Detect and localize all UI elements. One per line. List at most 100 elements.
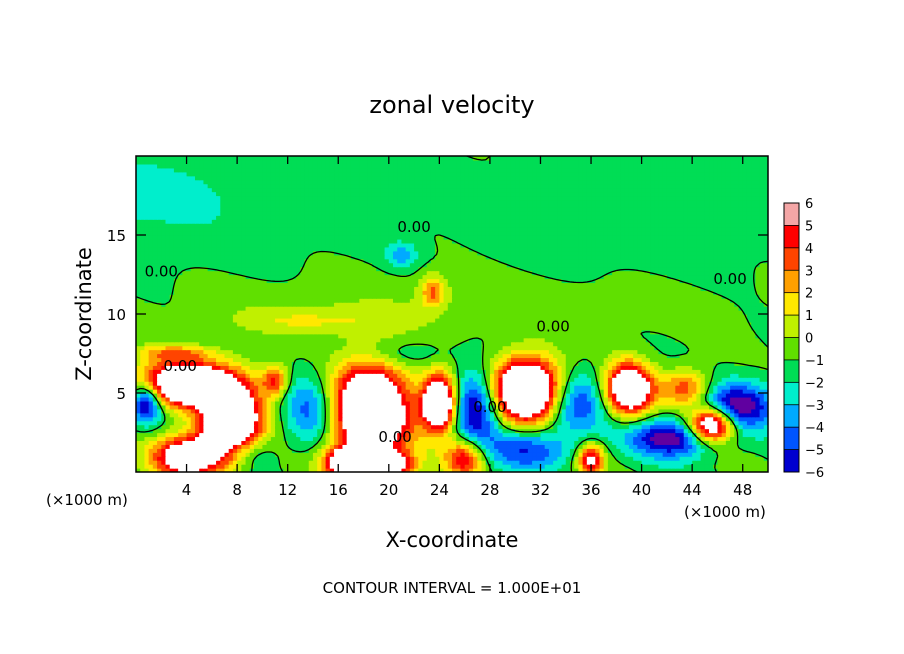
heatmap-cell [574,424,579,430]
heatmap-cell [384,353,390,359]
heatmap-cell [725,404,731,410]
heatmap-cell [249,349,255,355]
heatmap-cell [258,349,263,355]
heatmap-cell [169,349,175,355]
heatmap-cell [363,345,369,351]
heatmap-cell [755,400,761,406]
heatmap-cell [734,345,740,351]
heatmap-cell [650,404,655,410]
heatmap-cell [355,460,360,465]
heatmap-cell [279,373,285,378]
heatmap-cell [169,373,175,378]
heatmap-cell [405,349,411,355]
heatmap-cell [405,448,411,453]
heatmap-cell [574,452,579,457]
heatmap-cell [266,381,272,386]
heatmap-cell [359,456,365,461]
heatmap-cell [312,393,318,398]
heatmap-cell [203,361,209,366]
heatmap-cell [477,373,483,378]
heatmap-cell [730,393,735,398]
heatmap-cell [464,404,470,410]
heatmap-cell [430,464,436,469]
heatmap-cell [599,452,605,457]
heatmap-cell [452,436,457,441]
heatmap-cell [287,357,293,362]
heatmap-cell [199,456,205,461]
heatmap-cell [675,444,681,449]
heatmap-cell [338,400,344,406]
heatmap-cell [700,424,706,430]
heatmap-cell [296,345,301,351]
heatmap-cell [713,369,719,374]
heatmap-cell [515,416,521,422]
heatmap-cell [607,416,613,422]
heatmap-cell [599,393,605,398]
heatmap-cell [489,349,495,355]
heatmap-cell [738,444,744,449]
heatmap-cell [279,353,285,359]
heatmap-cell [586,393,592,398]
heatmap-cell [591,345,596,351]
heatmap-cell [439,444,445,449]
heatmap-cell [426,412,432,418]
heatmap-cell [397,436,403,441]
heatmap-cell [409,365,415,370]
heatmap-cell [544,416,550,422]
heatmap-cell [148,460,154,465]
heatmap-cell [645,412,651,418]
heatmap-cell [569,436,575,441]
heatmap-cell [628,373,634,378]
heatmap-cell [481,389,487,394]
heatmap-cell [481,424,487,430]
heatmap-cell [165,361,171,366]
heatmap-cell [275,381,280,386]
heatmap-cell [599,448,605,453]
heatmap-cell [468,393,474,398]
heatmap-cell [203,353,209,359]
heatmap-cell [755,440,761,445]
heatmap-cell [249,389,255,394]
heatmap-cell [506,440,512,445]
heatmap-cell [435,412,440,418]
heatmap-cell [178,353,183,359]
heatmap-cell [300,428,306,434]
heatmap-cell [140,361,146,366]
heatmap-cell [578,448,584,453]
heatmap-cell [574,408,579,414]
heatmap-cell [140,337,146,343]
heatmap-cell [144,389,150,394]
heatmap-cell [321,341,327,347]
heatmap-cell [700,428,706,434]
heatmap-cell [178,440,183,445]
heatmap-cell [325,424,331,430]
heatmap-cell [738,448,744,453]
heatmap-cell [414,412,419,418]
heatmap-cell [270,365,276,370]
heatmap-cell [329,393,335,398]
heatmap-cell [683,377,689,382]
heatmap-cell [742,357,748,362]
heatmap-cell [325,420,331,426]
heatmap-cell [489,393,495,398]
heatmap-cell [300,468,306,472]
heatmap-cell [759,377,765,382]
heatmap-cell [734,349,740,355]
heatmap-cell [544,365,550,370]
heatmap-cell [612,464,617,469]
heatmap-cell [515,361,521,366]
heatmap-cell [262,400,268,406]
heatmap-cell [283,432,289,438]
heatmap-cell [249,448,255,453]
heatmap-cell [401,424,407,430]
heatmap-cell [173,420,179,426]
heatmap-cell [346,444,352,449]
heatmap-cell [136,440,141,445]
heatmap-cell [291,345,297,351]
heatmap-cell [157,357,162,362]
heatmap-cell [561,385,567,390]
heatmap-cell [569,404,575,410]
heatmap-cell [241,416,247,422]
heatmap-cell [506,416,512,422]
heatmap-cell [228,468,234,472]
